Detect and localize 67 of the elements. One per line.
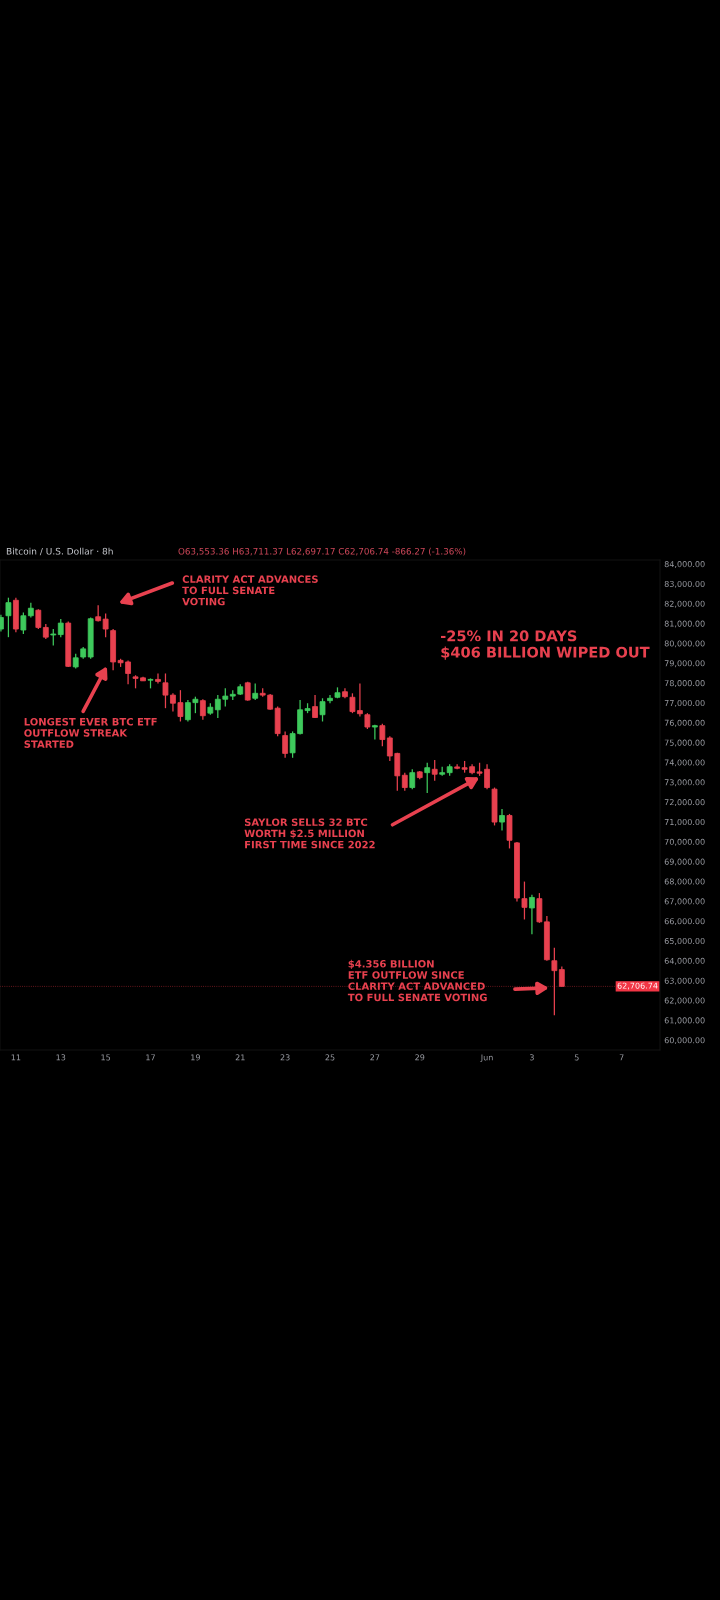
y-tick-label: 77,000.00 [664,699,705,707]
y-tick-label: 74,000.00 [664,759,705,767]
candlestick [529,894,535,935]
y-tick-label: 80,000.00 [664,640,705,648]
y-tick-label: 71,000.00 [664,818,705,826]
candlestick [551,947,558,1016]
y-tick-label: 75,000.00 [664,739,705,747]
x-tick-label: 15 [101,1054,111,1061]
chart-title: Bitcoin / U.S. Dollar · 8h [6,547,113,556]
y-tick-label: 64,000.00 [664,957,705,965]
candlestick [5,597,12,638]
candlestick [379,723,386,747]
y-tick-label: 66,000.00 [664,918,705,926]
x-tick-label: 17 [146,1054,155,1061]
x-tick-label: 7 [619,1054,624,1061]
candlestick [319,697,326,723]
ref-line-label: 62,706.74 [617,982,658,990]
y-tick-label: 62,000.00 [664,997,705,1005]
y-tick-label: 73,000.00 [664,779,705,787]
x-tick-label: 3 [529,1054,534,1061]
y-tick-label: 63,000.00 [664,977,705,985]
candlestick [35,608,42,630]
y-tick-label: 79,000.00 [664,660,705,668]
candlestick [371,724,378,741]
candlestick [102,612,109,638]
x-tick-label: 29 [415,1054,425,1061]
candlestick [424,762,431,794]
candlestick [327,694,333,704]
y-tick-label: 65,000.00 [664,937,705,945]
y-tick-label: 70,000.00 [664,838,705,846]
y-tick-label: 84,000.00 [664,561,705,568]
y-tick-label: 83,000.00 [664,580,705,588]
y-tick-label: 76,000.00 [664,719,705,727]
candlestick [401,772,408,792]
y-tick-label: 72,000.00 [664,799,705,807]
y-tick-label: 81,000.00 [664,620,705,628]
y-tick-label: 67,000.00 [664,898,705,906]
candlestick [409,768,416,790]
x-tick-label: 11 [11,1054,21,1061]
annotation: LONGEST EVER BTC ETF OUTFLOW STREAK STARTED [24,717,157,748]
x-tick-label: 25 [325,1054,335,1061]
y-tick-label: 82,000.00 [664,600,705,608]
y-tick-label: 78,000.00 [664,680,705,687]
annotation: SAYLOR SELLS 32 BTC WORTH $2.5 MILLION FIRST TIME SINCE 2022 [244,818,375,849]
candlestick [282,730,289,759]
candlestick [199,698,206,721]
annotation: CLARITY ACT ADVANCES TO FULL SENATE VOTING [182,575,318,606]
candlestick [20,611,27,635]
annotation: $4.356 BILLION ETF OUTFLOW SINCE CLARITY ACT ADVANCED TO FULL SENATE VOTING [347,959,487,1002]
x-tick-label: 19 [191,1054,200,1061]
annotation: -25% IN 20 DAYS $406 BILLION WIPED OUT [441,630,650,660]
y-tick-label: 60,000.00 [664,1037,705,1045]
x-tick-label: 23 [280,1054,290,1061]
x-tick-label: 27 [370,1054,380,1061]
candlestick [155,672,161,685]
x-tick-label: 13 [56,1054,66,1061]
y-tick-label: 68,000.00 [664,878,705,886]
chart-subtitle: O63,553.36 H63,711.37 L62,697.17 C62,706.74 -866.27 (-1.36%) [178,547,466,556]
y-tick-label: 69,000.00 [664,858,705,866]
x-tick-label: 21 [235,1054,245,1061]
y-tick-label: 61,000.00 [664,1017,705,1025]
candlestick [431,759,438,782]
candlestick [57,618,64,638]
x-tick-label: Jun [480,1054,493,1062]
candlestick [499,808,505,832]
candlestick [558,965,565,988]
x-tick-label: 5 [574,1054,579,1061]
